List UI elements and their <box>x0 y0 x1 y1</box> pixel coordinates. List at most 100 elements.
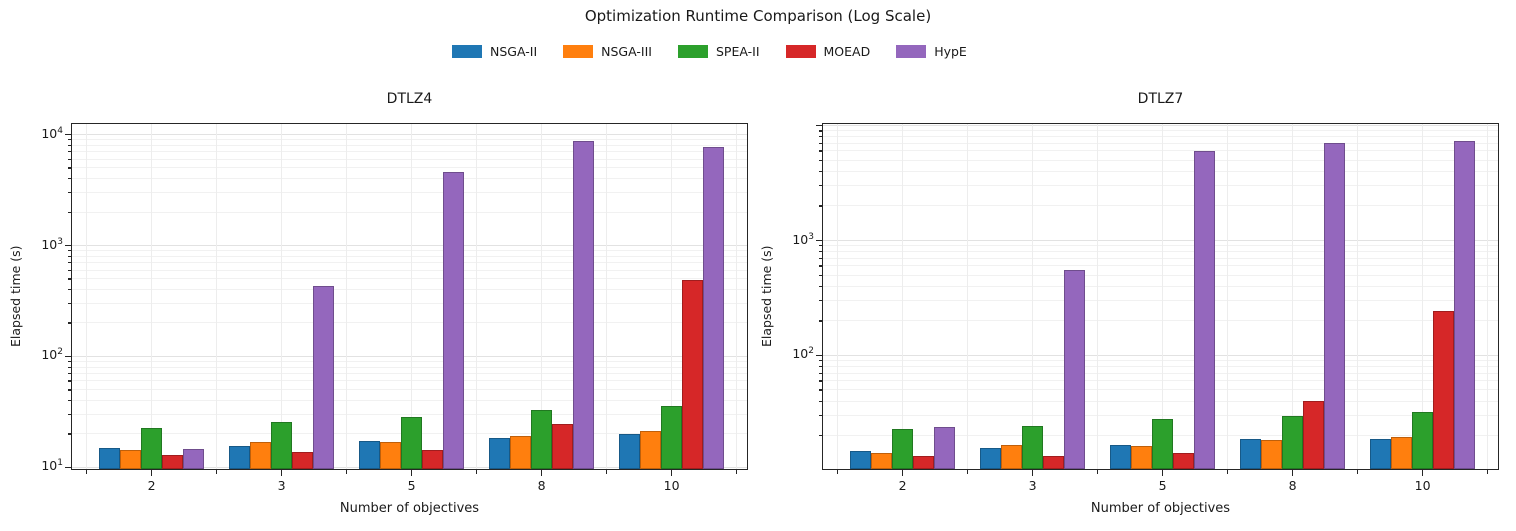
tick-mark <box>65 133 71 136</box>
gridline-h <box>72 133 747 135</box>
tick-mark <box>67 151 71 153</box>
legend-entry-spea-ii: SPEA-II <box>677 44 760 59</box>
tick-mark <box>818 205 822 207</box>
tick-mark <box>818 185 822 187</box>
legend-swatch-nsga-ii <box>452 45 482 58</box>
tick-mark <box>67 139 71 141</box>
gridline-h <box>72 366 747 368</box>
bar-dtlz4-spea-ii-8 <box>530 409 552 469</box>
gridline-v <box>1032 124 1033 469</box>
gridline-h <box>823 124 1498 126</box>
bar-dtlz4-spea-ii-3 <box>270 422 292 469</box>
bar-dtlz4-nsga-iii-5 <box>379 441 401 469</box>
gridline-h <box>823 365 1498 367</box>
tick-mark <box>67 302 71 305</box>
tick-mark <box>67 269 71 271</box>
gridline-h <box>823 251 1498 253</box>
legend-swatch-spea-ii <box>677 45 708 58</box>
y-tick-label: 103 <box>41 236 63 252</box>
gridline-h <box>823 136 1498 138</box>
gridline-h <box>72 244 747 246</box>
tick-mark <box>818 300 822 302</box>
legend-swatch-nsga-iii <box>563 45 594 58</box>
bar-dtlz4-nsga-iii-8 <box>509 436 531 469</box>
tick-mark <box>1096 470 1099 474</box>
tick-mark <box>818 245 822 247</box>
bar-dtlz4-hype-3 <box>312 285 334 469</box>
gridline-h <box>823 130 1498 132</box>
bar-dtlz4-hype-2 <box>182 449 204 469</box>
gridline-v <box>606 124 607 469</box>
gridline-h <box>823 354 1498 356</box>
tick-mark <box>818 372 822 374</box>
tick-mark <box>605 470 608 474</box>
tick-mark <box>150 470 153 476</box>
tick-mark <box>1486 470 1489 474</box>
bar-dtlz4-moead-10 <box>681 280 703 469</box>
bar-dtlz7-spea-ii-3 <box>1021 425 1043 469</box>
gridline-h <box>823 239 1498 241</box>
gridline-h <box>72 389 747 391</box>
gridline-v <box>1487 124 1488 469</box>
gridline-h <box>823 142 1498 144</box>
gridline-h <box>72 250 747 251</box>
gridline-v <box>736 124 737 469</box>
gridline-h <box>823 389 1498 391</box>
legend-label-moead: MOEAD <box>823 44 871 59</box>
gridline-h <box>72 322 747 324</box>
bar-dtlz7-nsga-ii-3 <box>979 448 1001 469</box>
gridline-h <box>823 205 1498 207</box>
bar-dtlz7-nsga-iii-2 <box>870 452 892 469</box>
bar-dtlz4-nsga-ii-2 <box>98 447 120 469</box>
tick-mark <box>818 170 822 173</box>
x-tick-label-2: 2 <box>147 478 156 493</box>
bar-dtlz7-hype-2 <box>933 427 955 469</box>
tick-mark <box>836 470 839 474</box>
tick-mark <box>67 322 71 324</box>
gridline-h <box>72 191 747 193</box>
gridline-h <box>823 320 1498 322</box>
tick-mark <box>67 289 71 291</box>
x-tick-label-8: 8 <box>1288 478 1297 493</box>
x-tick-label-5: 5 <box>407 478 416 493</box>
legend-label-hype: HypE <box>934 44 967 59</box>
tick-mark <box>816 239 822 242</box>
tick-mark <box>966 470 969 474</box>
gridline-h <box>72 255 747 257</box>
gridline-v <box>1292 124 1293 469</box>
tick-mark <box>818 150 822 152</box>
gridline-h <box>72 373 747 375</box>
legend-entry-nsga-iii: NSGA-III <box>563 44 652 59</box>
bar-dtlz7-nsga-ii-8 <box>1239 439 1261 469</box>
legend: NSGA-II NSGA-III SPEA-II MOEAD HypE <box>452 44 967 59</box>
tick-mark <box>818 136 822 138</box>
gridline-h <box>823 380 1498 382</box>
tick-mark <box>818 400 822 402</box>
x-tick-label-3: 3 <box>1028 478 1037 493</box>
gridline-v <box>837 124 838 469</box>
figure-title: Optimization Runtime Comparison (Log Sca… <box>584 7 932 25</box>
bar-dtlz7-nsga-iii-10 <box>1390 437 1412 469</box>
tick-mark <box>65 244 71 247</box>
tick-mark <box>818 365 822 368</box>
bar-dtlz4-spea-ii-5 <box>400 416 422 469</box>
bar-dtlz4-nsga-iii-2 <box>119 449 141 469</box>
gridline-h <box>72 262 747 264</box>
legend-label-nsga-iii: NSGA-III <box>601 44 652 59</box>
tick-mark <box>215 470 218 474</box>
bar-dtlz4-spea-ii-10 <box>660 406 682 469</box>
y-tick-label: 102 <box>792 346 814 362</box>
bar-dtlz7-spea-ii-2 <box>891 428 913 469</box>
bar-dtlz4-nsga-ii-8 <box>488 437 510 469</box>
bar-dtlz7-moead-8 <box>1302 400 1324 469</box>
tick-mark <box>1031 470 1034 476</box>
gridline-v <box>281 124 282 469</box>
tick-mark <box>1421 470 1424 476</box>
tick-mark <box>540 470 543 476</box>
bar-dtlz7-moead-3 <box>1042 455 1064 469</box>
gridline-h <box>823 300 1498 301</box>
tick-mark <box>67 389 71 391</box>
gridline-v <box>1162 124 1163 469</box>
bar-dtlz7-moead-10 <box>1432 311 1454 469</box>
